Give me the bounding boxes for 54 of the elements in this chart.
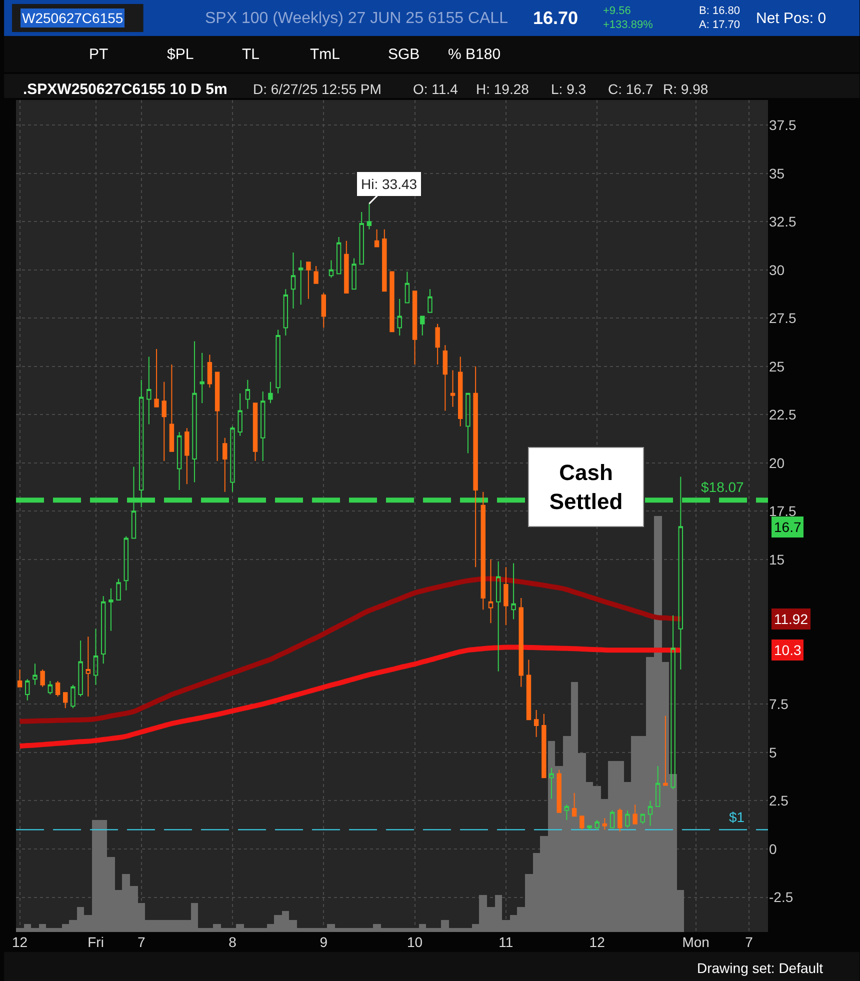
text: C: 16.7 — [608, 81, 654, 97]
text: PT — [89, 46, 108, 63]
text: $PL — [167, 46, 194, 63]
x-tick-label: 7 — [137, 934, 146, 950]
y-tick-label: 32.5 — [769, 214, 796, 230]
text: 10.3 — [774, 642, 802, 658]
y-tick-label: -2.5 — [769, 889, 794, 906]
y-tick-label: 20 — [769, 454, 785, 471]
text: W250627C6155 — [22, 10, 124, 26]
text: O: 11.4 — [413, 81, 458, 97]
text: H: 19.28 — [476, 81, 530, 97]
x-tick-label: Fri — [88, 934, 104, 950]
x-tick-label: 9 — [320, 934, 328, 950]
text: R: 9.98 — [663, 81, 708, 97]
x-tick-label: 7 — [745, 934, 754, 950]
x-tick-label: 10 — [407, 934, 423, 950]
x-tick-label: 12 — [589, 934, 606, 950]
text: D: 6/27/25 12:55 PM — [253, 81, 382, 97]
y-tick-label: 0 — [769, 840, 777, 857]
x-tick-label: 11 — [498, 934, 514, 950]
y-tick-label: 27.5 — [769, 310, 796, 326]
chart-subtitle: SPX 100 (Weeklys) 27 JUN 25 6155 CALL — [205, 10, 508, 27]
annotation: Hi: 33.43 — [361, 176, 418, 192]
y-tick-label: 7.5 — [769, 696, 789, 712]
y-tick-label: 25 — [769, 358, 785, 374]
y-tick-label: 17.5 — [769, 503, 796, 520]
text: B: 16.80 — [699, 5, 740, 17]
text: 16.7 — [774, 519, 802, 535]
x-tick-label: 8 — [228, 934, 237, 950]
text: TL — [242, 46, 260, 63]
y-tick-label: 35 — [769, 165, 785, 182]
text: A: 17.70 — [699, 19, 740, 31]
chart-title: .SPXW250627C6155 10 D 5m — [23, 81, 228, 98]
text: SGB — [388, 46, 420, 63]
text: L: 9.3 — [551, 81, 586, 97]
annotation: Cash Settled — [549, 460, 623, 514]
y-tick-label: 15 — [769, 551, 785, 568]
y-tick-label: 37.5 — [769, 117, 796, 133]
text: 11.92 — [774, 611, 808, 627]
x-tick-label: 12 — [12, 934, 28, 950]
y-tick-label: 30 — [769, 262, 785, 278]
text: 16.70 — [533, 8, 578, 28]
text: Net Pos: 0 — [756, 10, 826, 27]
x-tick-label: Mon — [682, 934, 710, 950]
text: +9.56 — [603, 5, 631, 17]
y-tick-label: 22.5 — [769, 406, 796, 423]
ref-line-label: $18.07 — [701, 479, 744, 495]
ref-line-label: $1 — [729, 809, 745, 825]
text: % B180 — [448, 46, 501, 63]
text: +133.89% — [603, 19, 654, 31]
y-tick-label: 2.5 — [769, 792, 789, 809]
y-tick-label: 5 — [769, 744, 777, 760]
text: TmL — [310, 46, 340, 63]
text: Drawing set: Default — [697, 960, 824, 976]
